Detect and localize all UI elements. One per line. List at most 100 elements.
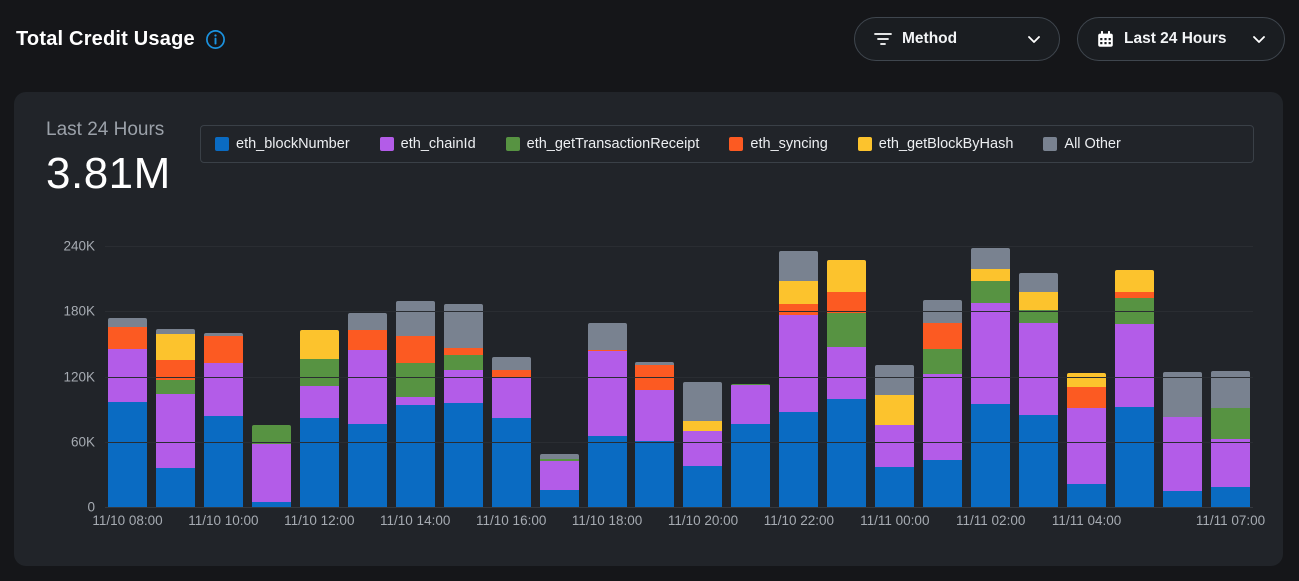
bar-segment	[971, 248, 1011, 269]
legend-item[interactable]: eth_syncing	[729, 136, 828, 152]
legend-item[interactable]: eth_chainId	[379, 136, 476, 152]
bar-segment	[1067, 484, 1107, 507]
legend-label: eth_blockNumber	[236, 136, 350, 152]
bar-segment	[443, 303, 483, 349]
bar-segment	[731, 384, 771, 386]
stacked-bar[interactable]	[539, 453, 579, 507]
bar-segment	[587, 323, 627, 351]
bar-segment	[635, 362, 675, 365]
bar-segment	[1162, 416, 1202, 491]
bar-segment	[203, 333, 243, 337]
legend-item[interactable]: eth_getTransactionReceipt	[505, 136, 699, 152]
stacked-bar[interactable]	[827, 260, 867, 507]
stacked-bar[interactable]	[108, 317, 147, 507]
date-range-dropdown[interactable]: Last 24 Hours	[1077, 17, 1285, 61]
legend-item[interactable]: eth_getBlockByHash	[857, 136, 1013, 152]
bar-segment	[587, 436, 627, 507]
bar-segment	[875, 425, 915, 467]
stacked-bar[interactable]	[347, 313, 387, 507]
bar-segment	[491, 376, 531, 418]
bar-segment	[1210, 487, 1250, 507]
bar-segment	[108, 326, 147, 350]
legend-label: All Other	[1064, 136, 1121, 152]
bar-segment	[875, 364, 915, 396]
x-axis-tick-label: 11/11 02:00	[956, 513, 1026, 528]
bar-segment	[587, 351, 627, 437]
bar-segment	[779, 412, 819, 507]
gridline	[105, 246, 1253, 247]
stacked-bar[interactable]	[203, 333, 243, 507]
bar-segment	[155, 334, 195, 361]
stacked-bar[interactable]	[491, 356, 531, 507]
bar-segment	[1115, 406, 1155, 507]
x-axis-tick-label: 11/10 16:00	[476, 513, 547, 528]
bar-segment	[683, 421, 723, 431]
bar-segment	[1067, 373, 1107, 388]
stacked-bar[interactable]	[299, 329, 339, 507]
legend-swatch	[729, 137, 744, 151]
stacked-bar[interactable]	[779, 251, 819, 507]
bar-segment	[251, 443, 291, 502]
stacked-bar[interactable]	[1210, 371, 1250, 507]
legend-item[interactable]: All Other	[1043, 136, 1121, 152]
stacked-bar[interactable]	[1162, 372, 1202, 507]
usage-summary: Last 24 Hours 3.81M	[46, 119, 171, 199]
bar-segment	[443, 369, 483, 403]
stacked-bar[interactable]	[875, 364, 915, 507]
bar-segment	[1019, 273, 1059, 292]
stacked-bar[interactable]	[683, 381, 723, 507]
bar-segment	[443, 348, 483, 355]
stacked-bar[interactable]	[443, 303, 483, 507]
bar-segment	[347, 329, 387, 351]
stacked-bar[interactable]	[1115, 269, 1155, 507]
bar-segment	[923, 349, 963, 375]
bar-segment	[1067, 387, 1107, 409]
calendar-icon	[1098, 30, 1113, 47]
stacked-bar[interactable]	[1067, 373, 1107, 507]
bar-segment	[971, 403, 1011, 507]
bar-segment	[1019, 414, 1059, 507]
bar-segment	[587, 350, 627, 352]
bar-segment	[1162, 490, 1202, 507]
legend-item[interactable]: eth_blockNumber	[215, 136, 350, 152]
bar-segment	[971, 302, 1011, 404]
legend-swatch	[1043, 137, 1058, 151]
bar-segment	[683, 465, 723, 507]
stacked-bar[interactable]	[587, 323, 627, 507]
bar-segment	[779, 303, 819, 315]
bar-segment	[1210, 408, 1250, 439]
bar-segment	[1019, 310, 1059, 324]
bar-segment	[971, 280, 1011, 303]
info-icon[interactable]	[205, 29, 226, 50]
title-wrap: Total Credit Usage	[16, 28, 226, 51]
stacked-bar[interactable]	[731, 384, 771, 507]
stacked-bar[interactable]	[971, 248, 1011, 507]
bar-segment	[683, 430, 723, 466]
legend-label: eth_syncing	[750, 136, 828, 152]
bar-segment	[155, 379, 195, 394]
bar-segment	[539, 459, 579, 462]
summary-total-value: 3.81M	[46, 149, 171, 198]
y-axis-tick-label: 0	[87, 499, 95, 515]
bar-segment	[779, 314, 819, 413]
bar-segment	[491, 370, 531, 377]
bar-segment	[875, 466, 915, 507]
stacked-bar[interactable]	[251, 425, 291, 507]
gridline	[105, 376, 1253, 378]
bar-segment	[155, 360, 195, 380]
y-axis-tick-label: 60K	[70, 434, 95, 450]
bar-segment	[203, 336, 243, 364]
stacked-bar[interactable]	[1019, 273, 1059, 507]
stacked-bar[interactable]	[923, 300, 963, 507]
bar-segment	[299, 417, 339, 507]
bar-segment	[683, 381, 723, 422]
stacked-bar[interactable]	[635, 362, 675, 507]
legend-swatch	[505, 137, 520, 151]
header: Total Credit Usage Method	[0, 0, 1299, 78]
method-filter-dropdown[interactable]: Method	[854, 17, 1060, 61]
stacked-bar[interactable]	[395, 301, 435, 507]
bar-segment	[203, 363, 243, 416]
stacked-bar[interactable]	[155, 328, 195, 507]
x-axis: 11/10 08:00 11/10 10:00 11/10 12:00 11/10 1…	[92, 513, 1265, 533]
chevron-down-icon	[1028, 35, 1040, 43]
